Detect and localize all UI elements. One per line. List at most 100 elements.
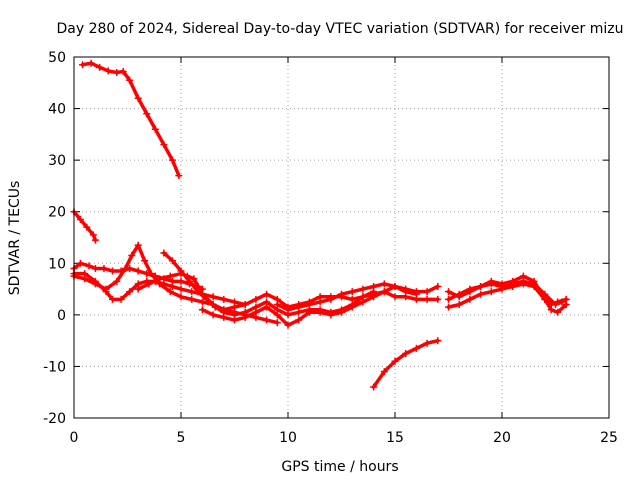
series-arc-10: [370, 337, 442, 391]
data-point: [391, 282, 399, 290]
data-point: [175, 172, 183, 180]
y-axis-ticks: -20 -10 0 10 20 30 40 50: [43, 50, 609, 427]
data-point: [412, 288, 420, 296]
data-point: [109, 295, 117, 303]
data-point: [231, 303, 238, 311]
plot-frame: [73, 56, 610, 419]
chart-title: Day 280 of 2024, Sidereal Day-to-day VTE…: [57, 21, 624, 37]
data-point: [391, 293, 399, 301]
data-point: [147, 270, 155, 278]
x-tick-label: 20: [493, 430, 511, 446]
data-point: [338, 290, 345, 298]
data-point: [519, 277, 527, 285]
data-point: [487, 288, 495, 296]
data-point: [89, 231, 97, 239]
data-point: [231, 316, 238, 324]
series-arc-9: [273, 280, 442, 314]
data-point: [327, 295, 335, 303]
data-point: [466, 285, 474, 293]
data-point: [168, 156, 176, 164]
data-point: [466, 295, 474, 303]
data-point: [241, 313, 249, 321]
data-point: [128, 252, 136, 260]
data-point: [370, 282, 378, 290]
data-point: [487, 280, 495, 288]
data-point: [177, 285, 185, 293]
y-tick-label: -10: [43, 359, 66, 375]
data-point: [177, 277, 185, 285]
series-arc-1: [79, 59, 183, 180]
data-point: [434, 295, 442, 303]
data-point: [402, 285, 410, 293]
data-point: [194, 288, 202, 296]
data-point: [338, 308, 345, 316]
data-point: [295, 316, 303, 324]
data-point: [100, 264, 108, 272]
data-point: [305, 308, 313, 316]
data-point: [273, 319, 281, 327]
data-point: [168, 282, 176, 290]
x-axis-label: GPS time / hours: [281, 459, 398, 475]
data-point: [188, 295, 196, 303]
data-point: [160, 249, 168, 257]
data-point: [145, 280, 153, 288]
data-point: [348, 288, 356, 296]
data-point: [203, 295, 211, 303]
data-point: [455, 290, 463, 298]
data-point: [211, 303, 219, 311]
data-point: [498, 282, 506, 290]
y-tick-label: 0: [57, 308, 66, 324]
data-point: [423, 288, 431, 296]
data-point: [190, 275, 198, 283]
data-point: [284, 306, 292, 314]
data-point: [96, 63, 104, 71]
y-tick-label: 40: [48, 102, 66, 118]
data-point: [220, 295, 228, 303]
data-point: [76, 215, 84, 223]
y-tick-label: 50: [48, 50, 66, 66]
data-point: [166, 288, 174, 296]
data-point: [558, 298, 566, 306]
x-tick-label: 0: [70, 430, 79, 446]
data-point: [119, 67, 127, 75]
data-point: [552, 301, 559, 309]
data-point: [316, 298, 324, 306]
data-point: [305, 301, 313, 309]
data-point: [83, 223, 91, 231]
data-point: [113, 277, 121, 285]
data-point: [209, 311, 217, 319]
data-point: [273, 311, 281, 319]
y-tick-label: 20: [48, 205, 66, 221]
series-trace: [275, 282, 440, 312]
data-point: [109, 267, 117, 275]
data-point: [143, 110, 151, 118]
data-point: [295, 303, 303, 311]
data-point: [87, 59, 95, 67]
data-point: [541, 290, 549, 298]
data-point: [423, 295, 431, 303]
data-point: [134, 267, 142, 275]
data-point: [391, 357, 399, 365]
x-tick-label: 25: [600, 430, 618, 446]
data-point: [423, 339, 431, 347]
data-point: [188, 288, 196, 296]
data-point: [445, 288, 452, 296]
data-point: [252, 295, 260, 303]
data-point: [562, 295, 570, 303]
data-point: [177, 267, 185, 275]
data-point: [91, 264, 99, 272]
data-point: [241, 301, 249, 309]
data-point: [263, 303, 271, 311]
data-point: [117, 295, 125, 303]
x-tick-label: 15: [386, 430, 404, 446]
series-arc-8: [198, 282, 420, 329]
data-point: [359, 298, 367, 306]
data-point: [434, 337, 442, 345]
data-point: [359, 285, 367, 293]
y-tick-label: -20: [43, 411, 66, 427]
data-point: [134, 241, 142, 249]
data-point: [156, 275, 164, 283]
data-point: [477, 290, 485, 298]
